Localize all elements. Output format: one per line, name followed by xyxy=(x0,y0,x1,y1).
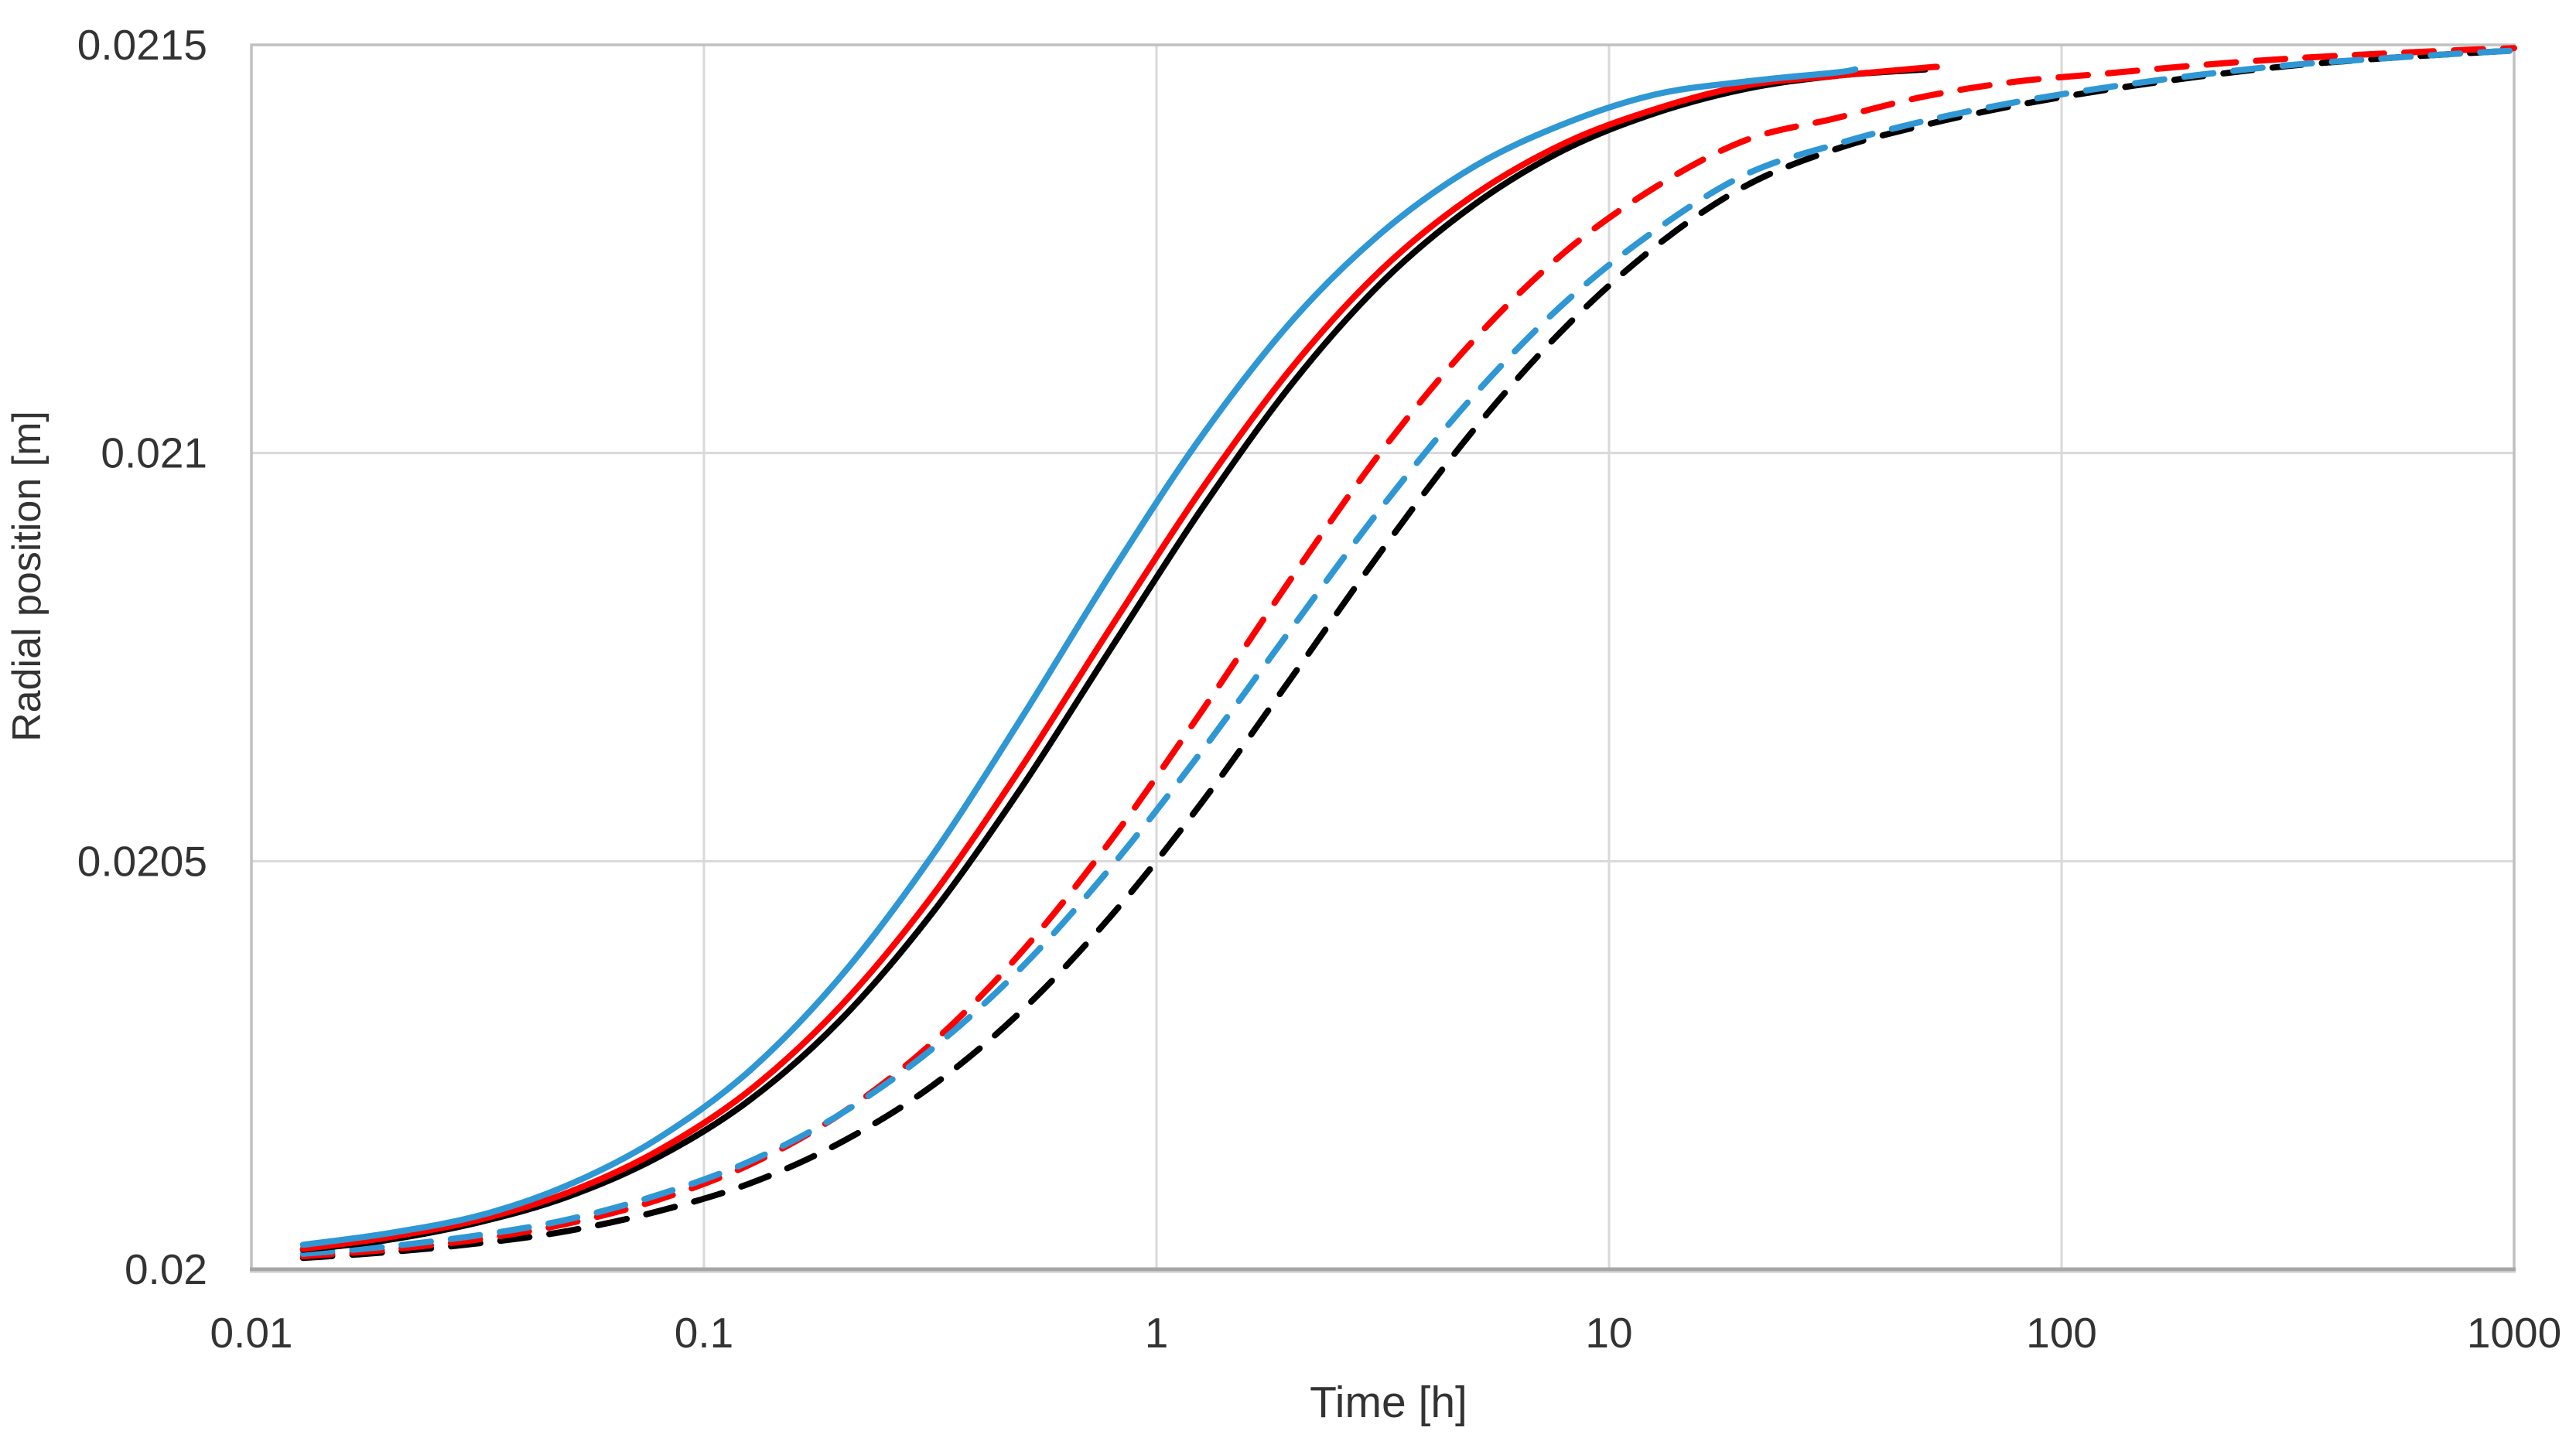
x-tick-label-10: 10 xyxy=(1585,1309,1632,1357)
x-tick-label-0.01: 0.01 xyxy=(210,1309,292,1357)
series-line-dashed-black xyxy=(299,47,2517,1262)
x-tick-label-0.1: 0.1 xyxy=(675,1309,733,1357)
series-group xyxy=(299,45,2517,1262)
series-line-dashed-blue xyxy=(299,47,2517,1257)
x-tick-labels: 0.01 0.1 1 10 100 1000 xyxy=(210,1309,2561,1357)
y-axis-title: Radial position [m] xyxy=(5,411,50,742)
y-tick-label-0.021: 0.021 xyxy=(101,429,207,477)
series-line-dashed-red xyxy=(299,45,2517,1260)
series-line-solid-blue xyxy=(299,66,1859,1248)
x-tick-label-1000: 1000 xyxy=(2467,1309,2561,1357)
gridlines xyxy=(251,45,2514,1269)
plot-area xyxy=(251,45,2514,1269)
series-line-solid-red xyxy=(299,63,1940,1252)
x-axis-title: Time [h] xyxy=(1310,1378,1467,1427)
y-tick-labels: 0.02 0.0205 0.021 0.0215 xyxy=(77,21,207,1293)
x-tick-label-100: 100 xyxy=(2026,1309,2097,1357)
y-tick-label-0.0215: 0.0215 xyxy=(77,21,207,69)
x-tick-label-1: 1 xyxy=(1145,1309,1169,1357)
y-tick-label-0.0205: 0.0205 xyxy=(77,837,207,885)
y-tick-label-0.02: 0.02 xyxy=(125,1245,207,1293)
series-line-solid-black xyxy=(299,66,1929,1253)
